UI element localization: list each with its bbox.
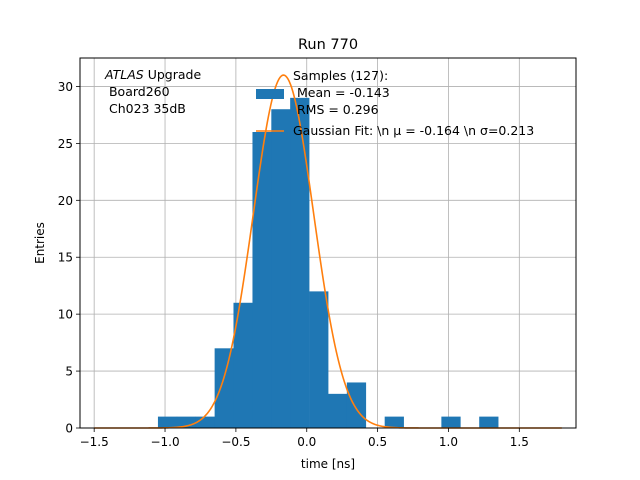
x-tick-label-6: 1.5 bbox=[510, 435, 529, 449]
legend-fit-label: Gaussian Fit: \n μ = -0.164 \n σ=0.213 bbox=[293, 123, 534, 138]
grid bbox=[80, 58, 576, 429]
y-tick-label-1: 5 bbox=[65, 365, 73, 379]
y-tick-label-4: 20 bbox=[58, 194, 73, 208]
histogram-bar-11 bbox=[384, 416, 404, 428]
y-tick-label-3: 15 bbox=[58, 251, 73, 265]
y-tick-label-6: 30 bbox=[58, 80, 73, 94]
histogram-bar-5 bbox=[252, 132, 272, 428]
x-tick-label-0: −1.5 bbox=[80, 435, 109, 449]
histogram-bar-9 bbox=[328, 393, 348, 428]
histogram-bar-12 bbox=[441, 416, 461, 428]
histogram-bar-10 bbox=[346, 382, 367, 428]
x-axis-ticks: −1.5 −1.0 −0.5 0.0 0.5 1.0 1.5 bbox=[80, 428, 529, 449]
histogram-bar-3 bbox=[214, 348, 234, 428]
plot-frame bbox=[79, 57, 577, 429]
histogram-bar-4 bbox=[233, 302, 253, 428]
x-axis-label: time [ns] bbox=[301, 457, 355, 471]
y-axis-ticks: 0 5 10 15 20 25 30 bbox=[58, 80, 80, 436]
x-tick-label-1: −1.0 bbox=[150, 435, 179, 449]
annotation-line-3: Ch023 35dB bbox=[105, 101, 186, 116]
annotation-line-2: Board260 bbox=[105, 84, 170, 99]
x-tick-label-3: 0.0 bbox=[297, 435, 316, 449]
histogram-bar-1 bbox=[176, 416, 197, 428]
histogram-bar-8 bbox=[309, 291, 329, 428]
histogram-bar-0 bbox=[157, 416, 178, 428]
annotation-italic: ATLAS bbox=[104, 67, 144, 82]
legend-hist-line-2: Mean = -0.143 bbox=[293, 85, 390, 100]
x-tick-label-2: −0.5 bbox=[221, 435, 250, 449]
y-axis-label: Entries bbox=[33, 222, 47, 264]
histogram-bars bbox=[157, 97, 499, 428]
legend-hist-swatch bbox=[256, 89, 284, 99]
histogram-bar-6 bbox=[271, 109, 291, 428]
y-tick-label-2: 10 bbox=[58, 308, 73, 322]
legend: Samples (127): Mean = -0.143 RMS = 0.296… bbox=[256, 68, 534, 138]
annotation-line-1: ATLAS Upgrade bbox=[104, 67, 201, 82]
y-tick-label-0: 0 bbox=[65, 422, 73, 436]
histogram-bar-13 bbox=[479, 416, 499, 428]
x-tick-label-4: 0.5 bbox=[368, 435, 387, 449]
legend-hist-line-3: RMS = 0.296 bbox=[293, 102, 379, 117]
chart-title: Run 770 bbox=[298, 37, 358, 53]
annotation-rest: Upgrade bbox=[144, 67, 202, 82]
histogram-bar-2 bbox=[195, 416, 216, 428]
x-tick-label-5: 1.0 bbox=[439, 435, 458, 449]
histogram-bar-7 bbox=[290, 97, 310, 428]
legend-hist-line-1: Samples (127): bbox=[293, 68, 388, 83]
y-tick-label-5: 25 bbox=[58, 137, 73, 151]
